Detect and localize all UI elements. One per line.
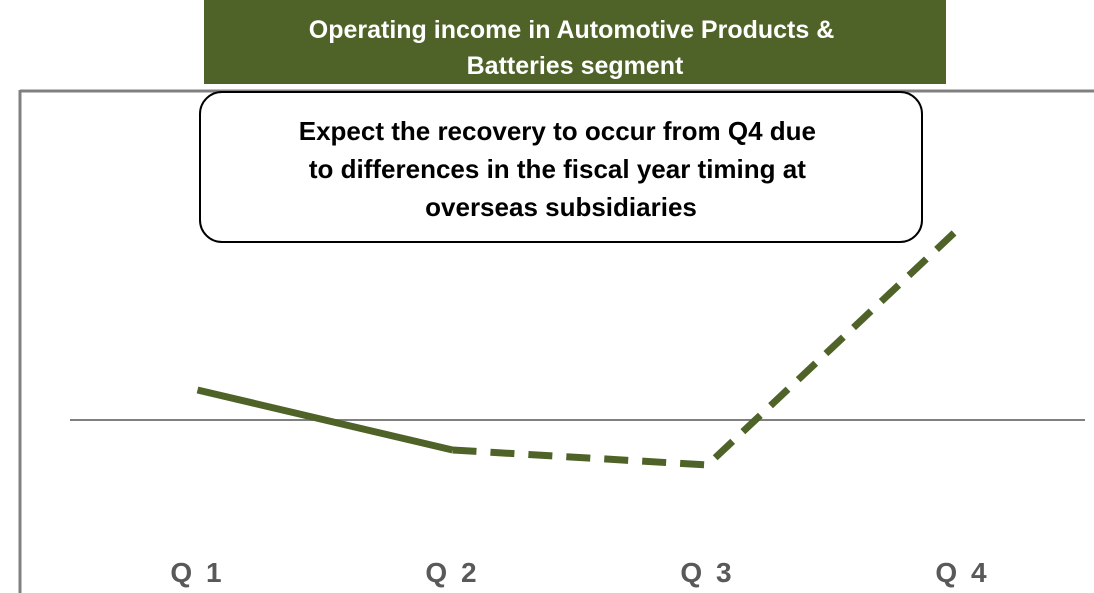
callout-box: [199, 91, 923, 243]
chart-title: Operating income in Automotive Products …: [309, 16, 841, 80]
title-box: [204, 0, 946, 84]
x-tick-label: Q 2: [425, 557, 479, 588]
annotation: Expect the recovery to occur from Q4 due…: [299, 116, 824, 222]
annotation-line: to differences in the fiscal year timing…: [309, 154, 806, 184]
annotation-line: overseas subsidiaries: [425, 192, 697, 222]
plot: Q 1 Q 2 Q 3 Q 4: [70, 222, 1085, 588]
x-tick-label: Q 1: [170, 557, 224, 588]
annotation-line: Expect the recovery to occur from Q4 due: [299, 116, 816, 146]
line-actual: [196, 386, 454, 454]
x-tick-label: Q 3: [680, 557, 734, 588]
x-tick-label: Q 4: [935, 557, 989, 588]
line-forecast: [452, 222, 965, 469]
title-line: Batteries segment: [467, 52, 684, 80]
title-line: Operating income in Automotive Products …: [309, 16, 835, 44]
